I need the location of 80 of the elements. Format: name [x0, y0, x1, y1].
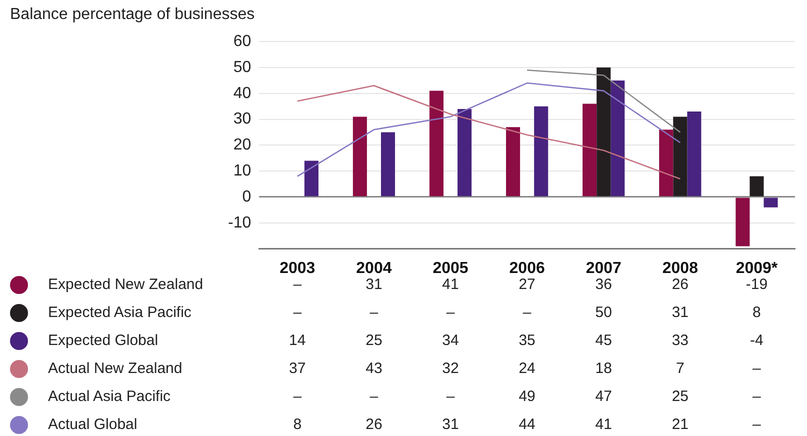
data-label: 27 [518, 275, 536, 295]
bar [736, 198, 750, 246]
data-label: 35 [518, 331, 536, 351]
bar [750, 176, 764, 196]
bar [582, 104, 597, 196]
y-tick-label: 20 [233, 136, 252, 154]
x-tick-label: 2008 [662, 260, 698, 277]
data-label: 25 [670, 387, 690, 407]
data-label: 41 [441, 275, 460, 295]
legend-label: Expected Global [48, 331, 158, 351]
y-tick-label: -10 [228, 214, 252, 232]
data-label: 36 [594, 275, 613, 295]
data-label: 41 [594, 415, 613, 435]
data-label: 7 [674, 359, 686, 379]
data-label: 49 [518, 387, 536, 407]
bar [687, 112, 702, 196]
bar [458, 108, 472, 196]
legend-label: Expected New Zealand [48, 275, 204, 295]
text: – [293, 388, 302, 405]
data-label: 32 [441, 359, 460, 379]
data-label: 47 [594, 387, 613, 407]
data-label: 8 [292, 415, 303, 435]
legend-label: Expected Asia Pacific [48, 303, 192, 323]
legend-label: Actual Asia Pacific [48, 387, 171, 407]
data-label: -19 [744, 275, 769, 295]
y-tick-label: 50 [233, 58, 252, 76]
data-label: 45 [594, 331, 613, 351]
x-tick-label: 2003 [280, 260, 316, 277]
legend-label: Actual Global [48, 415, 138, 435]
x-tick-label: 2006 [509, 260, 545, 277]
text: – [370, 304, 378, 321]
y-tick-label: 30 [233, 110, 252, 128]
data-label: 50 [594, 303, 613, 323]
x-tick-label: 2007 [586, 260, 622, 277]
y-tick-label: 40 [233, 84, 252, 102]
bar [673, 116, 688, 196]
text: – [446, 388, 455, 405]
bar [764, 198, 778, 208]
bar [596, 68, 611, 196]
text: – [752, 416, 761, 433]
data-label: 33 [670, 331, 690, 351]
text: – [370, 388, 378, 405]
y-tick-label: 0 [242, 188, 252, 206]
bar [380, 132, 396, 196]
bar [506, 127, 520, 196]
text: – [293, 276, 302, 293]
data-label: 31 [441, 415, 460, 435]
y-tick-label: 60 [233, 33, 252, 50]
text: – [446, 304, 455, 321]
bar [610, 80, 625, 196]
data-label: 34 [441, 331, 460, 351]
bar [304, 160, 318, 196]
x-tick-label: 2009* [736, 260, 778, 277]
bar [352, 116, 367, 196]
data-label: 31 [670, 303, 690, 323]
data-label: 43 [364, 359, 384, 379]
text: – [752, 388, 761, 405]
data-label: 21 [670, 415, 690, 435]
text: – [293, 304, 302, 321]
y-tick-label: 10 [233, 162, 252, 180]
data-label: 44 [518, 415, 536, 435]
legend-label: Actual New Zealand [48, 359, 182, 379]
y-axis-title: Balance percentage of businesses [10, 6, 255, 24]
bar [534, 106, 548, 196]
data-label: 25 [364, 331, 384, 351]
text: – [752, 360, 761, 377]
bar [659, 130, 674, 196]
data-label: 8 [752, 303, 762, 323]
data-label: -4 [749, 331, 764, 351]
data-label: 18 [594, 359, 613, 379]
x-tick-label: 2005 [432, 260, 468, 277]
data-label: 26 [670, 275, 690, 295]
bar [429, 90, 444, 196]
data-label: 26 [364, 415, 384, 435]
data-label: 24 [518, 359, 536, 379]
data-label: 14 [288, 331, 307, 351]
text: – [522, 304, 532, 321]
data-label: 37 [288, 359, 307, 379]
data-label: 31 [364, 275, 384, 295]
x-tick-label: 2004 [356, 260, 392, 277]
